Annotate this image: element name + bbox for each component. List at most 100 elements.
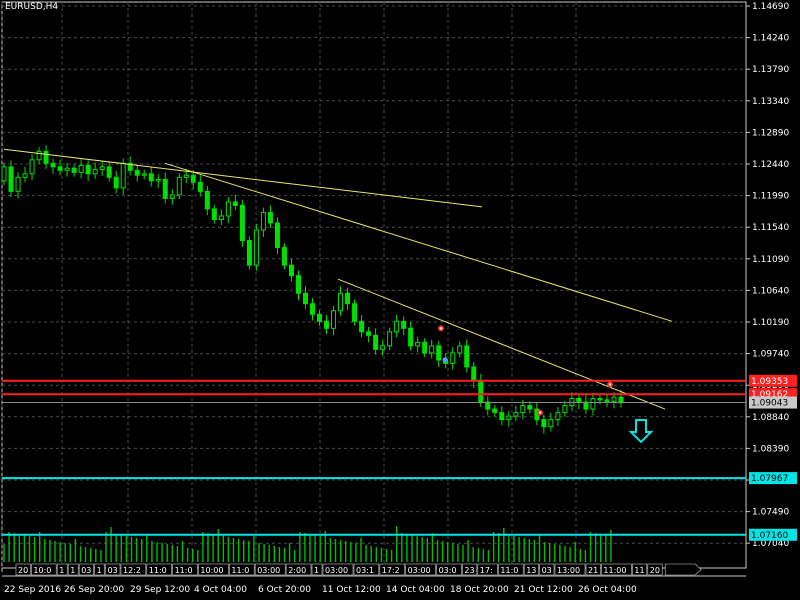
candle-body: [78, 164, 84, 173]
price-label: 1.09740: [752, 350, 789, 360]
support-low-tag-label: 1.07160: [751, 531, 788, 541]
session-sep-box: [172, 563, 198, 576]
session-sep-box: [285, 563, 312, 576]
price-label: 1.08840: [752, 413, 789, 423]
candle-body: [57, 166, 63, 171]
support-high-tag-label: 1.07967: [751, 474, 788, 484]
time-label: 18 Oct 20:00: [450, 585, 509, 595]
price-label: 1.12440: [752, 160, 789, 170]
candle-body: [281, 247, 287, 266]
session-sep-label: 20: [18, 566, 28, 575]
candle-body: [429, 345, 435, 354]
candle-body: [162, 178, 168, 199]
session-sep-box: [539, 563, 555, 576]
session-sep-label: 03:0: [439, 566, 457, 575]
session-sep-label: 11: [634, 566, 644, 575]
candle-body: [478, 380, 484, 403]
candle-body: [239, 204, 245, 242]
pattern-marker-dot: [608, 383, 612, 386]
session-sep-label: 10:00: [200, 566, 223, 575]
trendline[interactable]: [3, 148, 483, 208]
candle-body: [127, 162, 133, 171]
candle-body: [345, 292, 351, 305]
candle-body: [492, 408, 498, 414]
price-label: 1.14690: [752, 2, 789, 12]
candle-body: [92, 169, 98, 175]
candle-body: [302, 292, 308, 305]
session-sep-box: [31, 563, 57, 576]
candle-body: [246, 240, 252, 266]
session-sep-label: 10:0: [33, 566, 51, 575]
candle-body: [520, 405, 526, 414]
candle-body: [457, 345, 463, 354]
price-label: 1.11090: [752, 255, 789, 265]
time-label: 14 Oct 04:00: [386, 585, 445, 595]
price-label: 1.10640: [752, 286, 789, 296]
candle-body: [176, 176, 182, 196]
candle-body: [338, 292, 344, 312]
candle-body: [611, 396, 617, 402]
candle-body: [71, 167, 77, 173]
session-sep-label: 21: [588, 566, 598, 575]
session-sep-label: 12:2: [123, 566, 141, 575]
candle-body: [225, 201, 231, 217]
session-sep-box: [120, 563, 147, 576]
session-sep-box: [353, 563, 380, 576]
candle-body: [387, 331, 393, 347]
time-label: 22 Sep 2016: [4, 585, 61, 595]
time-label: 11 Oct 12:00: [322, 585, 381, 595]
candle-body: [555, 412, 561, 421]
session-sep-label: 11:00: [603, 566, 626, 575]
session-sep-label: 20: [650, 566, 660, 575]
resistance-high-tag-label: 1.09353: [751, 377, 788, 387]
session-sep-box: [554, 563, 586, 576]
resistance-high-tag: [749, 374, 797, 387]
candle-body: [548, 419, 554, 428]
session-sep-label: 03:00: [257, 566, 280, 575]
session-sep-label: 03:1: [356, 566, 374, 575]
session-sep-box: [198, 563, 229, 576]
candle-body: [295, 275, 301, 294]
support-high-tag: [749, 472, 797, 485]
time-label: 26 Oct 04:00: [578, 585, 637, 595]
session-sep-label: 13:00: [557, 566, 580, 575]
candle-body: [373, 334, 379, 350]
session-sep-label: 17:: [480, 566, 493, 575]
candle-body: [408, 327, 414, 347]
session-sep-box: [632, 563, 648, 576]
candle-body: [309, 303, 315, 315]
session-sep-box: [78, 563, 94, 576]
trendline[interactable]: [337, 278, 666, 410]
candle-body: [218, 215, 224, 220]
price-label: 1.11540: [752, 223, 789, 233]
candle-body: [464, 345, 470, 368]
session-sep-box: [405, 563, 436, 576]
candle-body: [155, 178, 161, 182]
candle-body: [317, 313, 323, 322]
candle-body: [422, 341, 428, 354]
candle-body: [15, 176, 21, 192]
price-label: 1.10190: [752, 318, 789, 328]
resistance-low-tag-label: 1.09162: [751, 390, 788, 400]
candle-body: [590, 398, 596, 410]
candle-body: [183, 174, 189, 178]
price-label: 1.14240: [752, 34, 789, 44]
price-label: 1.07040: [752, 539, 789, 549]
candle-body: [562, 405, 568, 414]
candle-body: [499, 412, 505, 421]
price-label: 1.13790: [752, 65, 789, 75]
session-sep-box: [498, 563, 524, 576]
session-sep-label: 11:0: [500, 566, 518, 575]
trendline[interactable]: [164, 162, 673, 322]
candle-body: [211, 208, 217, 220]
session-sep-box: [322, 563, 354, 576]
session-sep-box: [311, 563, 323, 576]
session-sep-label: 03:00: [408, 566, 431, 575]
session-sep-box: [105, 563, 121, 576]
price-label: 1.08390: [752, 444, 789, 454]
candle-body: [366, 331, 372, 336]
candle-body: [204, 190, 210, 210]
plot-frame: [1, 1, 747, 569]
candle-body: [29, 159, 35, 175]
